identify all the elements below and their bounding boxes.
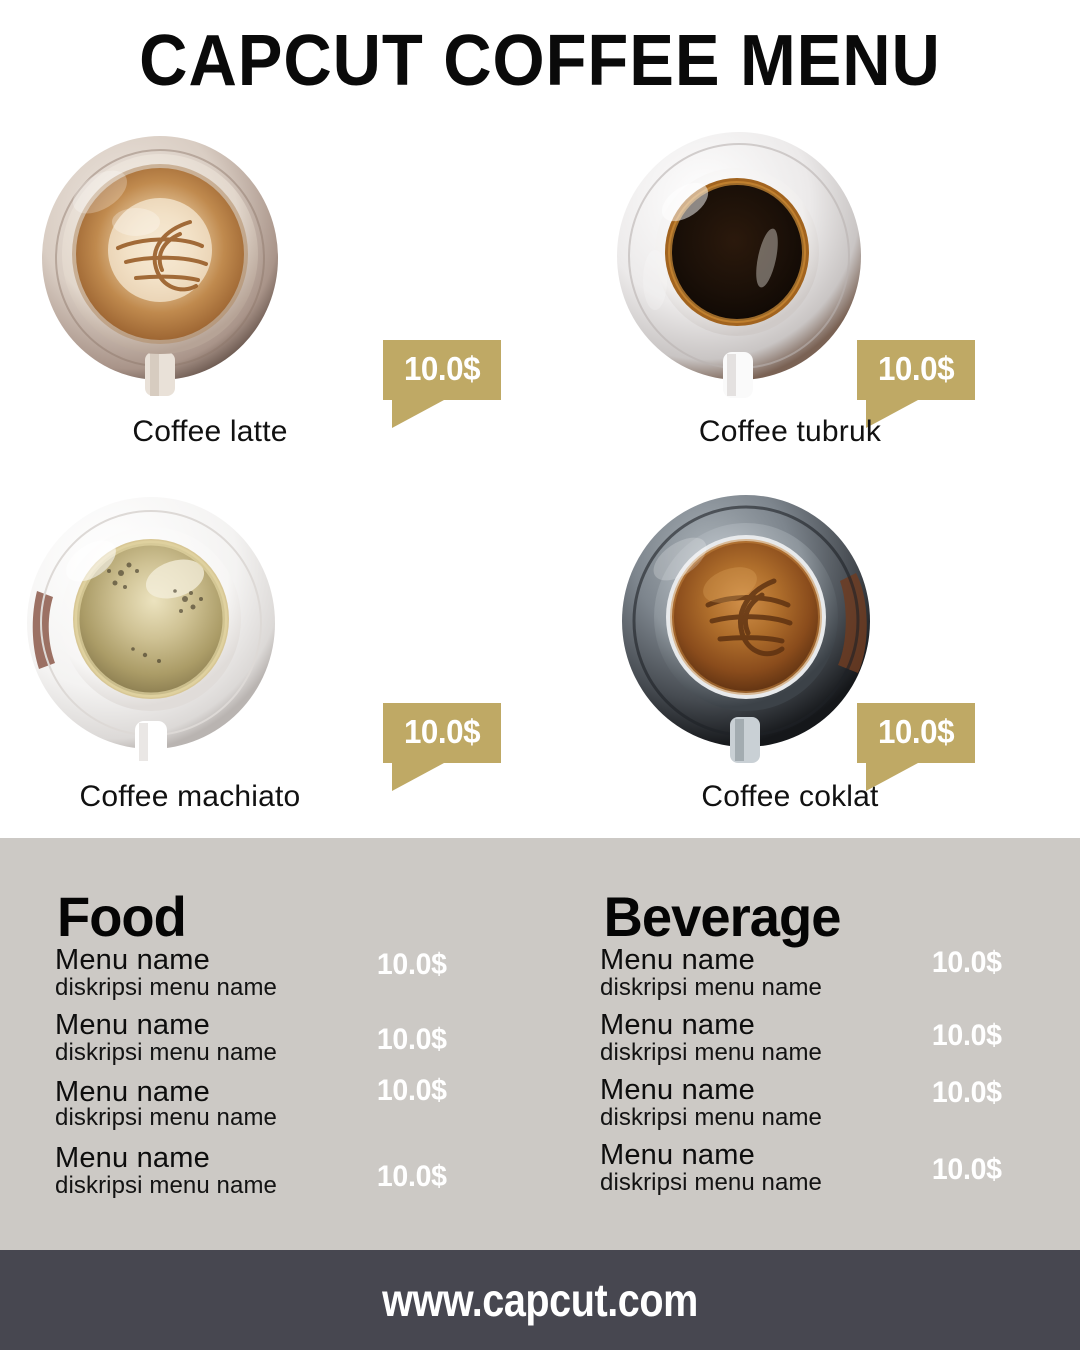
price-badge: 10.0$ [383,703,501,793]
price-badge-tail-icon [866,763,918,791]
menu-row[interactable]: Menu name diskripsi menu name 10.0$ [55,1142,535,1207]
price-badge: 10.0$ [383,340,501,430]
price-badge-body [383,703,501,763]
price-badge-body [383,340,501,400]
price-badge: 10.0$ [857,340,975,430]
menu-column-heading: Food [56,885,187,948]
menu-item-description: diskripsi menu name [600,1169,822,1196]
price-badge-body [857,340,975,400]
menu-item-price: 10.0$ [931,946,1002,979]
menu-row[interactable]: Menu name diskripsi menu name 10.0$ [600,1139,1080,1204]
menu-column-heading: Beverage [603,885,842,948]
price-badge-body [857,703,975,763]
menu-item-name: Menu name [55,944,210,976]
menu-row-list: Menu name diskripsi menu name 10.0$ Menu… [600,944,1080,1204]
coffee-cup-coklat-icon [620,495,875,763]
menu-item-description: diskripsi menu name [600,1039,822,1066]
coffee-cup-black-icon [615,130,870,398]
page-title: CAPCUT COFFEE MENU [139,21,941,101]
product-label: Coffee latte [132,415,288,448]
menu-item-name: Menu name [600,944,755,976]
menu-row-list: Menu name diskripsi menu name 10.0$ Menu… [55,944,535,1207]
menu-item-name: Menu name [55,1142,210,1174]
footer-bar: www.capcut.com [0,1250,1080,1350]
product-grid: 10.0$ Coffee latte [0,130,1080,838]
menu-item-price: 10.0$ [931,1153,1002,1186]
menu-item-price: 10.0$ [376,1160,447,1193]
product-card-coffee-latte[interactable]: 10.0$ Coffee latte [20,130,510,480]
menu-item-price: 10.0$ [376,1074,447,1107]
menu-item-name: Menu name [55,1076,210,1108]
menu-row[interactable]: Menu name diskripsi menu name 10.0$ [600,944,1080,1009]
menu-item-description: diskripsi menu name [55,1039,277,1066]
menu-item-price: 10.0$ [376,1023,447,1056]
product-label: Coffee coklat [701,780,879,813]
menu-item-price: 10.0$ [931,1076,1002,1109]
website-url[interactable]: www.capcut.com [382,1274,698,1326]
price-value: 10.0$ [403,713,481,750]
menu-item-name: Menu name [600,1009,755,1041]
menu-item-description: diskripsi menu name [600,974,822,1001]
menu-item-description: diskripsi menu name [55,1172,277,1199]
menu-item-name: Menu name [600,1139,755,1171]
menu-item-description: diskripsi menu name [55,974,277,1001]
price-badge-tail-icon [866,400,918,428]
product-card-coffee-machiato[interactable]: 10.0$ Coffee machiato [20,485,510,835]
coffee-cup-machiato-icon [25,495,280,763]
menu-column-food: Food Menu name diskripsi menu name 10.0$… [55,838,535,1250]
menu-item-price: 10.0$ [376,948,447,981]
price-badge-tail-icon [392,400,444,428]
product-label: Coffee tubruk [698,415,882,448]
price-value: 10.0$ [877,713,955,750]
price-value: 10.0$ [403,350,481,387]
menu-item-name: Menu name [600,1074,755,1106]
menu-row[interactable]: Menu name diskripsi menu name 10.0$ [55,1074,535,1142]
menu-item-name: Menu name [55,1009,210,1041]
product-card-coffee-tubruk[interactable]: 10.0$ Coffee tubruk [560,130,1050,480]
product-card-coffee-coklat[interactable]: 10.0$ Coffee coklat [560,485,1050,835]
menu-row[interactable]: Menu name diskripsi menu name 10.0$ [55,1009,535,1074]
coffee-cup-latte-icon [40,130,295,398]
menu-item-description: diskripsi menu name [600,1104,822,1131]
menu-panel: Food Menu name diskripsi menu name 10.0$… [0,838,1080,1250]
product-label: Coffee machiato [79,780,301,813]
menu-item-description: diskripsi menu name [55,1104,277,1131]
menu-row[interactable]: Menu name diskripsi menu name 10.0$ [55,944,535,1009]
price-badge: 10.0$ [857,703,975,793]
menu-row[interactable]: Menu name diskripsi menu name 10.0$ [600,1009,1080,1074]
menu-column-beverage: Beverage Menu name diskripsi menu name 1… [600,838,1080,1250]
menu-row[interactable]: Menu name diskripsi menu name 10.0$ [600,1074,1080,1139]
menu-item-price: 10.0$ [931,1019,1002,1052]
price-badge-tail-icon [392,763,444,791]
price-value: 10.0$ [877,350,955,387]
